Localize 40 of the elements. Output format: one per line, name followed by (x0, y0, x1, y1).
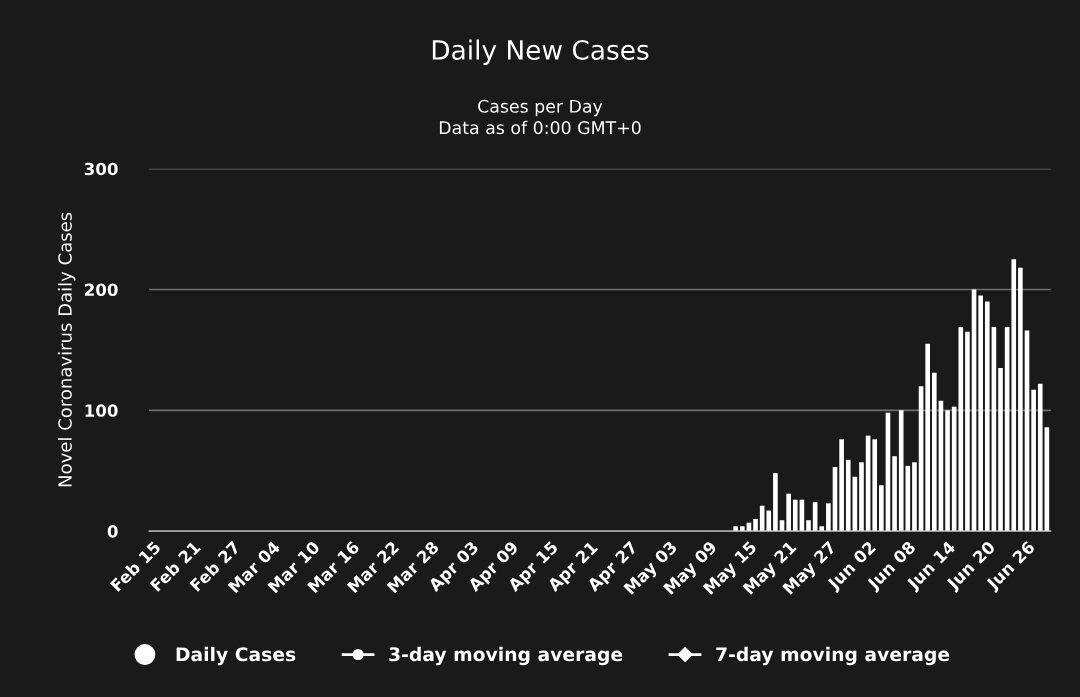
bar (1037, 383, 1043, 532)
bar (945, 410, 950, 532)
bar (958, 326, 964, 532)
chart-subtitle: Cases per Day Data as of 0:00 GMT+0 (439, 99, 641, 135)
bar (879, 485, 884, 532)
bar (984, 301, 990, 532)
y-tick-label: 100 (85, 404, 118, 417)
bar (739, 526, 745, 532)
bar (965, 331, 970, 532)
bar (766, 510, 772, 532)
bar (773, 473, 778, 532)
legend-label: 7-day moving average (716, 646, 950, 666)
y-tick-label: 300 (84, 162, 118, 176)
bar (792, 499, 798, 532)
y-axis-title: Novel Coronavirus Daily Cases (57, 212, 76, 487)
y-tick-label: 0 (107, 525, 118, 538)
bar (912, 462, 917, 532)
chart-title: Daily New Cases (432, 39, 649, 66)
bar (998, 368, 1003, 532)
bar (786, 493, 791, 532)
bar (753, 519, 758, 532)
legend-label: 3-day moving average (389, 646, 623, 666)
bar (931, 372, 937, 532)
bar (892, 456, 897, 532)
bar (872, 439, 878, 532)
bar (1018, 267, 1023, 532)
bar (839, 439, 844, 532)
bar (845, 459, 851, 532)
bar (859, 462, 864, 532)
bar (925, 343, 930, 532)
y-tick-label: 200 (85, 283, 118, 297)
bar (733, 526, 738, 532)
bar (978, 295, 983, 532)
bar (826, 503, 831, 532)
bar (1011, 259, 1017, 532)
bar (898, 410, 904, 532)
legend-label: Daily Cases (176, 646, 296, 666)
bar (806, 520, 811, 532)
bar (819, 526, 825, 532)
bar (1031, 389, 1036, 532)
